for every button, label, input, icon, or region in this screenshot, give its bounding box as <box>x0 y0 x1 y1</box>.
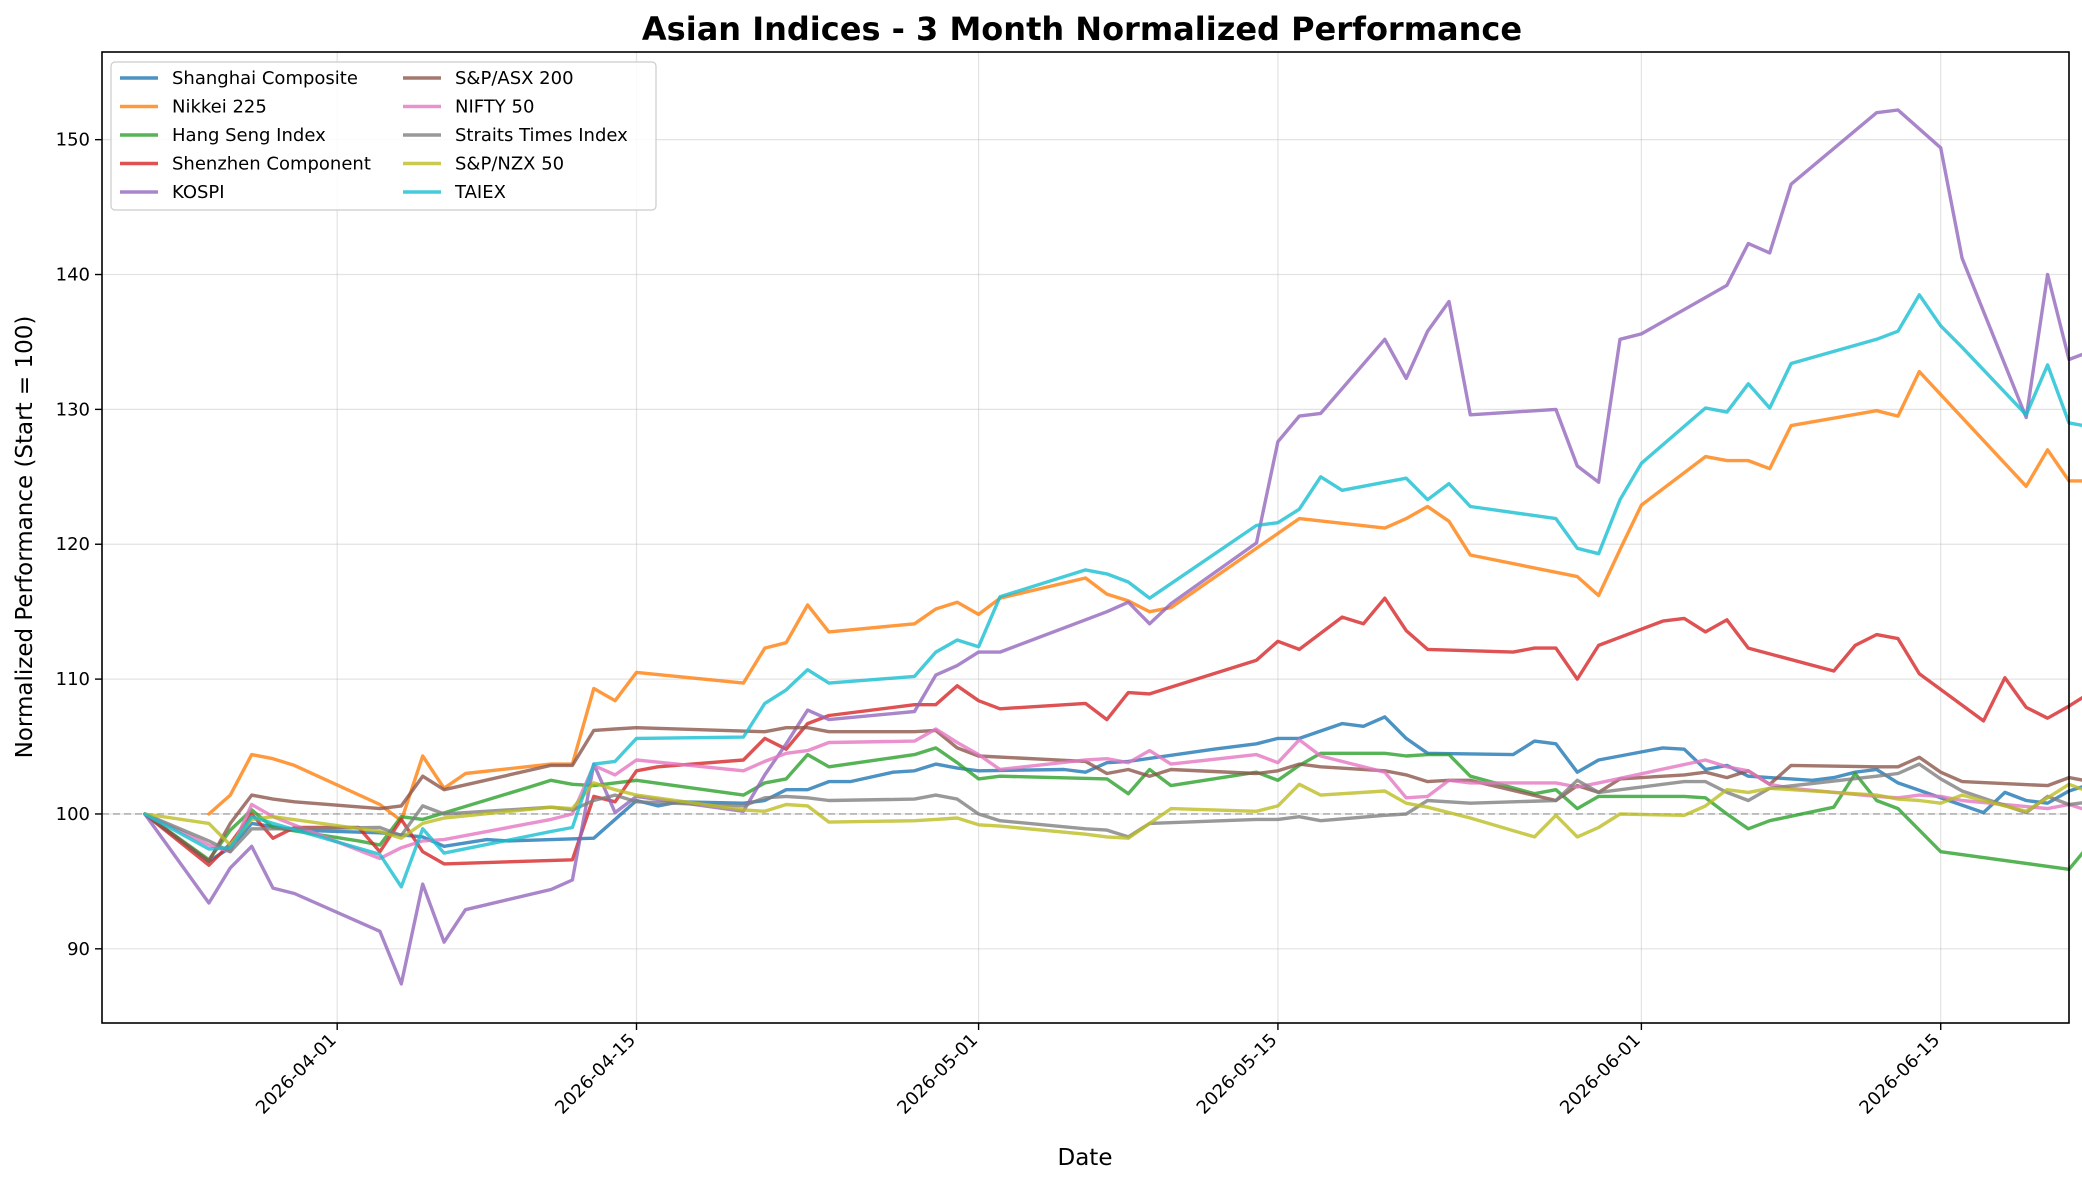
series-line-taiex <box>143 293 2082 889</box>
chart-title: Asian Indices - 3 Month Normalized Perfo… <box>642 10 1522 48</box>
y-tick-label: 120 <box>56 534 90 555</box>
y-axis-label: Normalized Performance (Start = 100) <box>12 316 38 759</box>
series-line-s-p-asx-200 <box>143 726 2082 863</box>
legend-entry-label: KOSPI <box>172 182 225 203</box>
series-line-hang-seng-index <box>143 746 2082 871</box>
legend-entry-label: Hang Seng Index <box>172 125 326 146</box>
series-line-kospi <box>143 108 2082 986</box>
y-axis: 90 100 110 120 130 140 150 <box>56 130 102 960</box>
y-tick-label: 150 <box>56 130 90 151</box>
legend-entry-label: Straits Times Index <box>455 125 628 146</box>
y-tick-label: 110 <box>56 669 90 690</box>
series-line-shenzhen-component <box>143 596 2082 867</box>
x-axis-label: Date <box>1058 1145 1113 1171</box>
series-line-s-p-nzx-50 <box>143 781 2082 847</box>
legend-entry-label: S&P/ASX 200 <box>455 68 574 89</box>
y-tick-label: 100 <box>56 804 90 825</box>
legend-entry-label: Shanghai Composite <box>172 68 358 89</box>
y-tick-label: 90 <box>67 939 90 960</box>
legend-entry-label: Nikkei 225 <box>172 97 267 118</box>
y-tick-label: 130 <box>56 399 90 420</box>
legend-entry-label: NIFTY 50 <box>455 97 534 118</box>
series-line-nifty-50 <box>143 727 2082 861</box>
legend-entry-label: TAIEX <box>454 182 506 203</box>
series-line-nikkei-225 <box>207 369 2082 823</box>
plot-frame <box>101 51 2070 1024</box>
legend-box <box>110 61 657 211</box>
series-lines <box>143 108 2082 986</box>
y-tick-label: 140 <box>56 265 90 286</box>
legend-entry-label: S&P/NZX 50 <box>455 154 564 175</box>
legend: Shanghai Composite Nikkei 225 Hang Seng In… <box>110 61 657 211</box>
legend-entry-label: Shenzhen Component <box>172 154 371 175</box>
